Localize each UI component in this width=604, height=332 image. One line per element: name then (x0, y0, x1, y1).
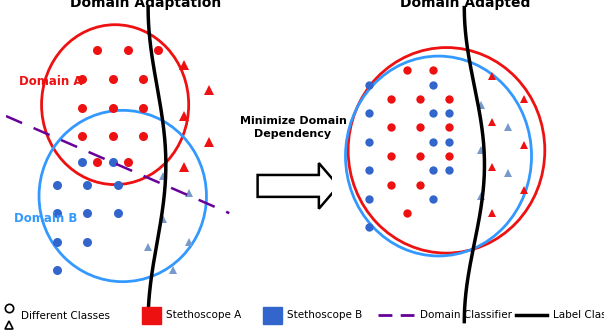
Text: Minimize Domain
Dependency: Minimize Domain Dependency (240, 116, 346, 139)
Bar (263, 307, 282, 324)
Text: Domain Classifier: Domain Classifier (420, 310, 512, 320)
Bar (142, 307, 161, 324)
Text: Different Classes: Different Classes (21, 311, 110, 321)
Text: Label Classifier: Label Classifier (553, 310, 604, 320)
Text: Stethoscope B: Stethoscope B (287, 310, 362, 320)
FancyArrow shape (257, 163, 338, 209)
Text: Domain A: Domain A (19, 75, 82, 88)
Text: Before Stethoscope
Domain Adaptation: Before Stethoscope Domain Adaptation (68, 0, 223, 10)
Text: After Stethoscope
Domain Adapted: After Stethoscope Domain Adapted (394, 0, 536, 10)
Text: Domain B: Domain B (14, 212, 77, 225)
Text: Stethoscope A: Stethoscope A (166, 310, 242, 320)
